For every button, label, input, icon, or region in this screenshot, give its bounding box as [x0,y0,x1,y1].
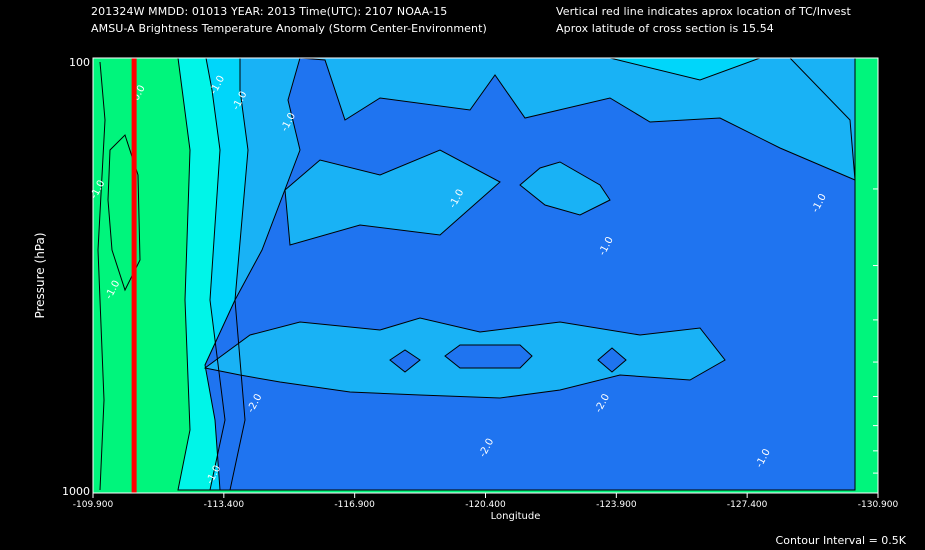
contour-line-layer [97,57,856,491]
contour-line-upper-right [519,161,611,216]
contour-line-core-left [389,349,421,373]
region-upper-minus-1-left [285,150,500,245]
x-tick-label-1: -113.400 [204,500,245,510]
y-axis: 100 1000 [62,56,878,498]
region-upper-minus-1-right [520,162,610,215]
contour-line-minus-2 [203,317,726,399]
x-tick-label-3: -120.400 [465,500,506,510]
header-note-line2: Aprox latitude of cross section is 15.54 [556,22,774,35]
anomaly-fill-layer [93,58,878,493]
x-tick-label-4: -123.900 [596,500,637,510]
header-note-line1: Vertical red line indicates aprox locati… [556,5,851,18]
x-axis: -109.900 -113.400 -116.900 -120.400 -123.900… [73,493,899,510]
header-title-line1: 201324W MMDD: 01013 YEAR: 2013 Time(UTC)… [91,5,448,18]
y-axis-label: Pressure (hPa) [33,232,47,318]
contour-interval-note: Contour Interval = 0.5K [776,534,907,547]
region-core-minus-2.5-center [445,345,532,368]
contour-line-core-right [597,347,627,373]
contour-line-warm-outer [97,61,106,491]
contour-line-core-center [444,344,533,369]
x-tick-label-2: -116.900 [334,500,375,510]
contour-line-minus-1.5 [204,57,856,491]
x-tick-label-6: -130.900 [858,500,899,510]
header-title-line2: AMSU-A Brightness Temperature Anomaly (S… [91,22,487,35]
y-tick-label-1: 1000 [62,485,90,498]
x-tick-label-5: -127.400 [727,500,768,510]
x-axis-label: Longitude [491,511,541,522]
y-tick-label-0: 100 [69,56,90,69]
contour-line-minus-0.5 [205,57,856,491]
x-tick-label-0: -109.900 [73,500,114,510]
contour-line-upper-left [284,149,501,246]
